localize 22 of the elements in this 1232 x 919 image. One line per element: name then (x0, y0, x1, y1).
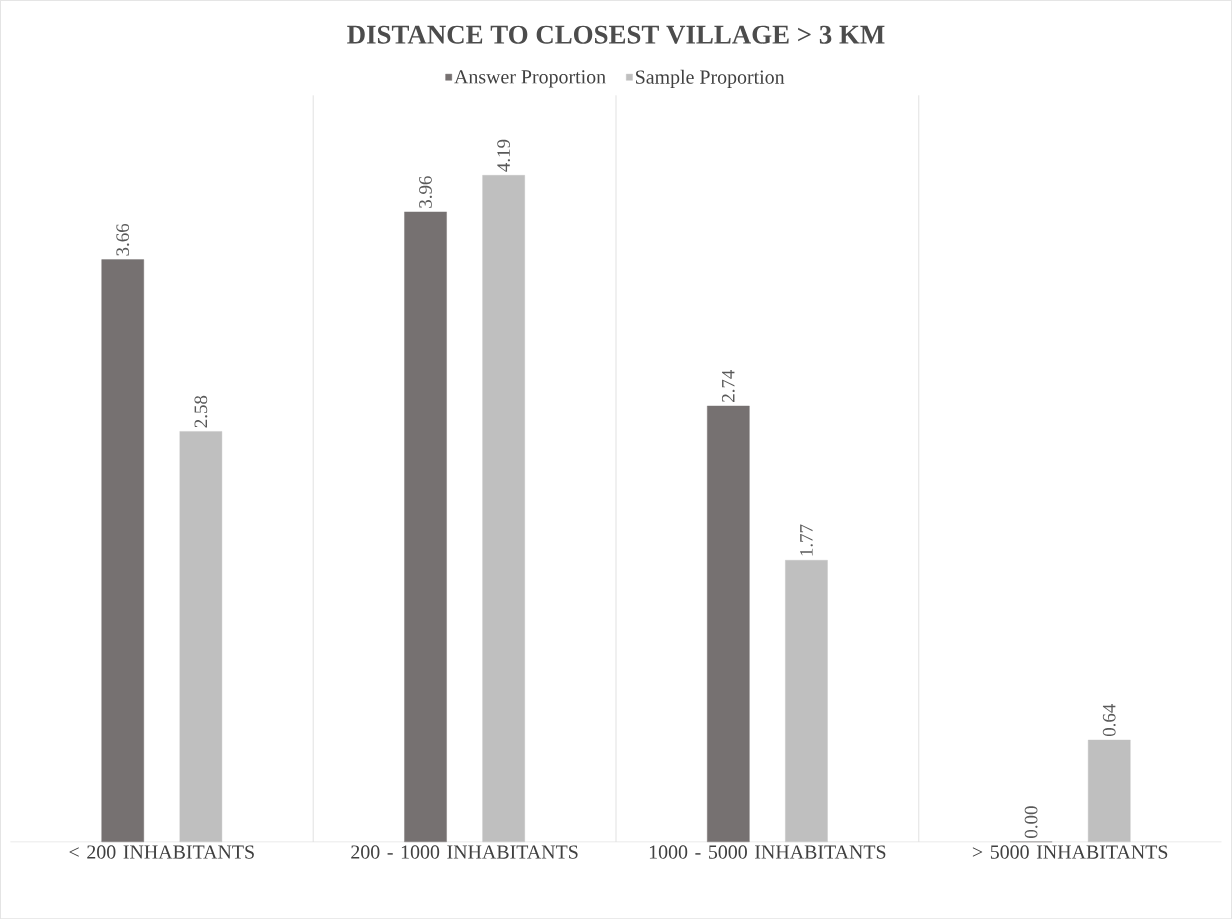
x-tick-label: 200 - 1000 INHABITANTS (351, 845, 578, 859)
bar (404, 211, 447, 842)
data-label: 1.77 (800, 524, 813, 556)
legend-label: Answer Proportion (454, 70, 606, 88)
chart-title: DISTANCE TO CLOSEST VILLAGE > 3 KM (347, 25, 885, 44)
bar (707, 405, 750, 842)
data-label: 3.96 (419, 176, 432, 208)
data-label: 2.74 (721, 369, 735, 402)
data-label: 0.64 (1102, 703, 1116, 737)
x-tick-label: 1000 - 5000 INHABITANTS (649, 845, 886, 859)
bar (785, 559, 828, 842)
x-tick-label: > 5000 INHABITANTS (972, 845, 1168, 859)
bar (1087, 739, 1131, 842)
bar (179, 431, 223, 842)
bar (482, 175, 525, 842)
x-tick-label: < 200 INHABITANTS (69, 845, 254, 859)
bar (101, 259, 144, 842)
data-label: 2.58 (194, 395, 208, 428)
legend-label: Sample Proportion (636, 69, 785, 88)
data-label: 4.19 (497, 139, 511, 172)
data-label: 3.66 (116, 223, 130, 256)
data-label: 0.00 (1024, 806, 1038, 838)
